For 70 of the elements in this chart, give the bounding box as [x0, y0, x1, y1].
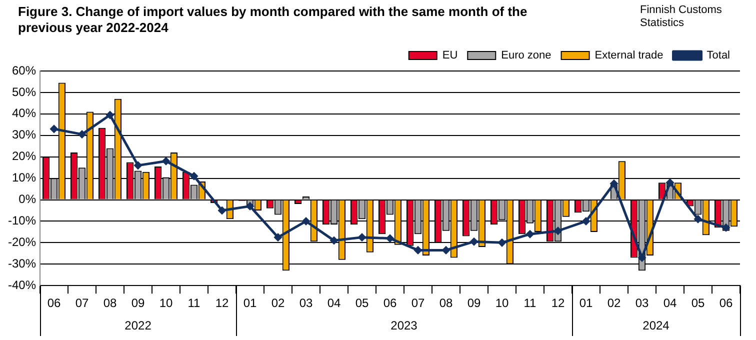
legend-label: EU [442, 50, 458, 62]
text: Finnish Customs Statistics [640, 4, 723, 30]
y-tick-label: 20% [12, 149, 36, 164]
x-tick-label: 03 [299, 296, 314, 310]
x-tick-label: 04 [663, 296, 677, 310]
x-tick-label: 11 [524, 296, 537, 310]
x-tick-label: 05 [355, 296, 369, 310]
point [498, 238, 506, 246]
text: 2024 [642, 318, 670, 332]
chart-title: Figure 3. Change of import values by month compared with the same month of the previous year 2022-2024 [18, 4, 528, 36]
point [386, 234, 394, 242]
point [638, 254, 646, 262]
point [274, 234, 282, 242]
point [722, 224, 730, 232]
x-tick-label: 02 [607, 296, 621, 310]
y-tick-label: 60% [12, 63, 36, 78]
point [554, 227, 562, 235]
point [246, 202, 254, 210]
point [694, 215, 702, 223]
point [414, 246, 422, 254]
point [106, 111, 114, 119]
x-tick-label: 06 [383, 296, 397, 310]
x-tick-label: 09 [467, 296, 481, 310]
legend-label: Euro zone [501, 50, 552, 62]
x-tick-label: 10 [495, 296, 509, 310]
point [302, 217, 310, 225]
point [78, 130, 86, 138]
x-tick-label: 04 [327, 296, 341, 310]
x-tick-label: 02 [271, 296, 286, 310]
point [190, 172, 198, 180]
x-tick-label: 08 [439, 296, 453, 310]
y-tick-label: -40% [8, 278, 36, 292]
x-tick-label: 12 [215, 296, 230, 310]
y-tick-label: 30% [12, 128, 36, 142]
y-tick-label: -30% [8, 256, 36, 270]
x-tick-label: 07 [411, 296, 425, 310]
x-tick-label: 07 [75, 296, 90, 310]
text: 2023 [390, 318, 418, 332]
x-tick-label: 01 [243, 296, 258, 310]
x-tick-label: 03 [635, 296, 649, 310]
point [666, 178, 674, 186]
text: 2022 [124, 318, 152, 332]
x-tick-label: 06 [719, 296, 733, 310]
legend-label: Total [706, 50, 730, 62]
point [50, 125, 58, 133]
point [218, 206, 226, 214]
point [526, 230, 534, 238]
y-tick-label: 50% [12, 84, 36, 99]
point [610, 180, 618, 188]
y-tick-label: 10% [12, 170, 36, 185]
x-tick-label: 01 [579, 296, 593, 310]
point [582, 217, 590, 225]
x-tick-label: 10 [159, 296, 174, 310]
y-tick-label: -10% [8, 214, 36, 228]
x-tick-label: 09 [131, 296, 146, 310]
point [442, 246, 450, 254]
x-tick-label: 12 [551, 296, 565, 310]
x-tick-label: 08 [103, 296, 118, 310]
y-tick-label: 0% [18, 192, 36, 206]
x-tick-label: 06 [47, 296, 62, 310]
point [330, 236, 338, 244]
legend-label: External trade [594, 50, 664, 62]
point [162, 157, 170, 165]
point [358, 234, 366, 242]
y-tick-label: 40% [12, 106, 36, 120]
point [134, 162, 142, 170]
y-tick-label: -20% [8, 234, 36, 249]
x-tick-label: 11 [188, 296, 201, 310]
x-tick-label: 05 [691, 296, 705, 310]
point [470, 238, 478, 246]
